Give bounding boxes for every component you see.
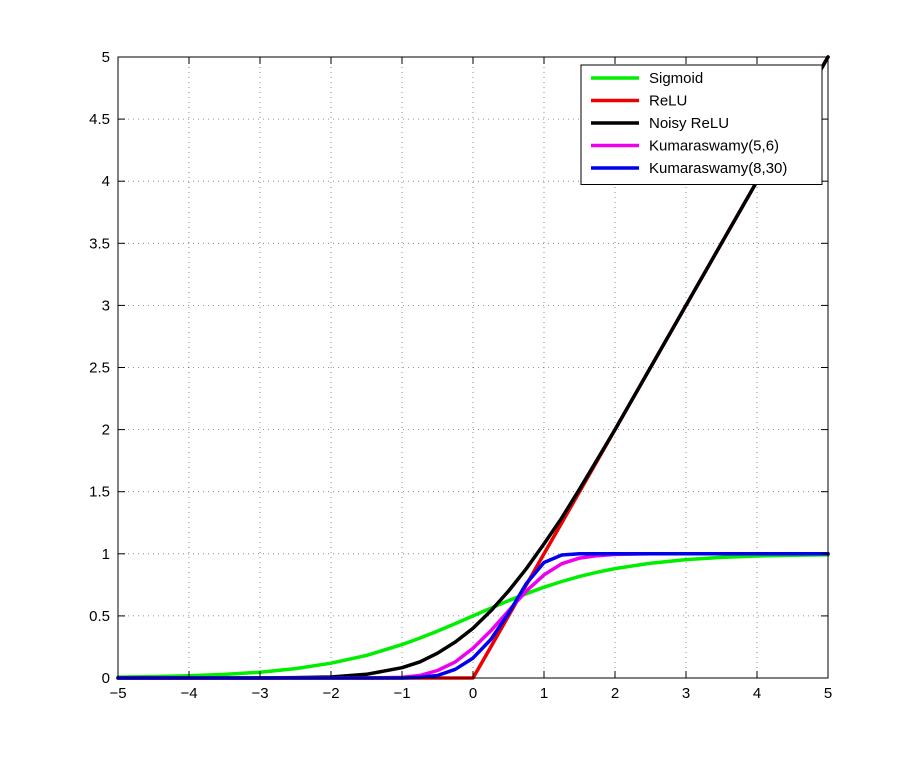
- x-tick-label: 0: [469, 685, 477, 702]
- x-tick-label: −2: [322, 685, 339, 702]
- axis-ticks: [117, 56, 829, 679]
- y-tick-label: 0: [102, 670, 110, 687]
- series-line-sigmoid: [116, 552, 830, 679]
- x-tick-label: 4: [753, 685, 761, 702]
- x-tick-label: −5: [109, 685, 126, 702]
- y-tick-labels: 0 0.5 1 1.5 2 2.5 3 3.5 4 4.5 5: [89, 49, 110, 687]
- y-tick-label: 4.5: [89, 111, 110, 128]
- legend-label: Kumaraswamy(5,6): [649, 138, 779, 155]
- x-tick-label: 1: [540, 685, 548, 702]
- y-tick-label: 5: [102, 49, 110, 66]
- y-tick-label: 2.5: [89, 360, 110, 377]
- y-tick-label: 1.5: [89, 484, 110, 501]
- legend: Sigmoid ReLU Noisy ReLU Kumaraswamy(5,6) Kum…: [580, 64, 823, 185]
- y-tick-label: 3: [102, 297, 110, 314]
- x-tick-label: 5: [824, 685, 832, 702]
- legend-label: Kumaraswamy(8,30): [649, 160, 787, 177]
- x-tick-label: −3: [251, 685, 268, 702]
- x-tick-label: −4: [180, 685, 197, 702]
- y-tick-label: 4: [102, 173, 110, 190]
- x-tick-label: 2: [611, 685, 619, 702]
- y-tick-label: 2: [102, 422, 110, 439]
- x-tick-labels: −5 −4 −3 −2 −1 0 1 2 3 4 5: [109, 685, 832, 702]
- x-tick-label: 3: [682, 685, 690, 702]
- legend-label: ReLU: [649, 93, 687, 110]
- legend-label: Sigmoid: [649, 70, 703, 87]
- x-tick-label: −1: [393, 685, 410, 702]
- legend-label: Noisy ReLU: [649, 115, 729, 132]
- y-tick-label: 1: [102, 546, 110, 563]
- y-tick-label: 0.5: [89, 608, 110, 625]
- y-tick-label: 3.5: [89, 235, 110, 252]
